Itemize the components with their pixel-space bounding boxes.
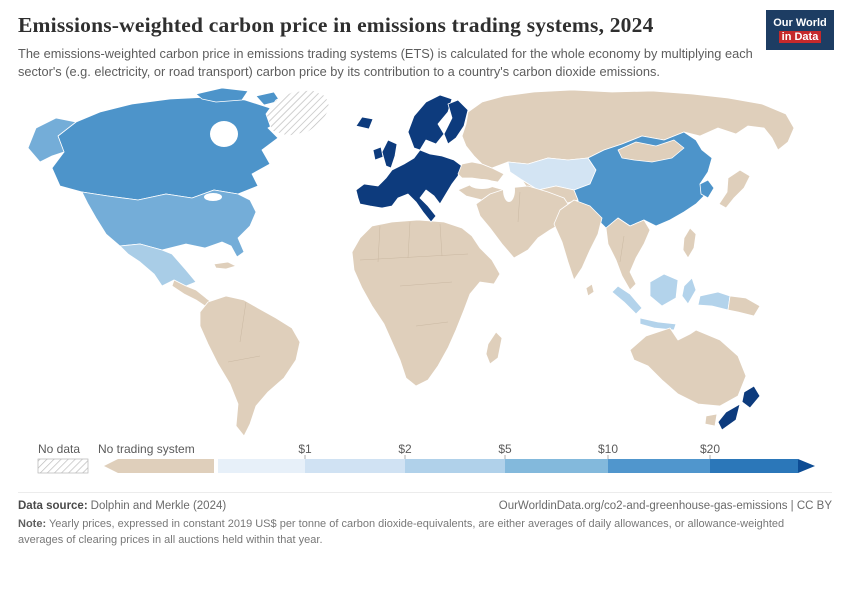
region-scandinavia[interactable] <box>407 94 453 151</box>
owid-logo[interactable]: Our World in Data <box>766 10 834 50</box>
owid-logo-line2: in Data <box>778 30 822 43</box>
country-indonesia-sumatra[interactable] <box>611 285 643 315</box>
legend-bin-10-20[interactable] <box>608 459 710 474</box>
chart-subtitle: The emissions-weighted carbon price in e… <box>18 46 753 80</box>
legend-no-trading-label: No trading system <box>98 442 195 456</box>
legend-bin-2-5[interactable] <box>405 459 505 474</box>
country-new-zealand-south[interactable] <box>717 403 741 431</box>
caspian-sea <box>503 178 515 203</box>
region-tasmania[interactable] <box>704 413 718 427</box>
country-ireland[interactable] <box>372 146 384 161</box>
world-map <box>0 86 850 442</box>
country-iceland[interactable] <box>355 116 374 130</box>
country-australia[interactable] <box>629 327 747 407</box>
chart-footer: Data source: Dolphin and Merkle (2024) Ou… <box>18 492 832 548</box>
country-japan[interactable] <box>718 169 751 209</box>
legend-bin-under-1[interactable] <box>218 459 305 474</box>
map-legend: No data No trading system $1 $2 $5 $10 $… <box>0 442 850 486</box>
data-source: Data source: Dolphin and Merkle (2024) <box>18 500 226 512</box>
data-source-value: Dolphin and Merkle (2024) <box>90 500 227 513</box>
world-map-svg <box>27 87 795 437</box>
great-lakes <box>204 193 222 202</box>
country-greenland[interactable] <box>265 89 331 137</box>
legend-no-data-label: No data <box>38 442 80 456</box>
country-new-zealand-north[interactable] <box>741 385 761 409</box>
data-source-label: Data source: <box>18 500 88 513</box>
legend-no-data-swatch[interactable] <box>37 458 89 474</box>
country-uk[interactable] <box>381 139 398 169</box>
region-europe-eu[interactable] <box>355 149 463 223</box>
region-caribbean[interactable] <box>213 261 237 270</box>
country-mongolia[interactable] <box>617 139 685 163</box>
country-indonesia-west-new-guinea[interactable] <box>697 291 731 311</box>
country-canada[interactable] <box>51 96 283 201</box>
region-eastern-europe[interactable] <box>457 161 505 183</box>
aegean-sea <box>445 202 459 211</box>
country-russia[interactable] <box>461 89 795 169</box>
country-mexico[interactable] <box>119 243 197 287</box>
legend-tick-label-4: $10 <box>598 442 618 456</box>
country-sri-lanka[interactable] <box>585 283 595 297</box>
legend-bin-5-10[interactable] <box>505 459 608 474</box>
legend-tick-label-5: $20 <box>700 442 720 456</box>
legend-tick-label-1: $1 <box>298 442 312 456</box>
inland-seas <box>204 121 515 211</box>
country-india[interactable] <box>553 199 603 281</box>
page-title: Emissions-weighted carbon price in emiss… <box>18 13 654 37</box>
country-usa[interactable] <box>81 189 257 258</box>
chart-note: Note: Yearly prices, expressed in consta… <box>18 517 832 548</box>
owid-url-link[interactable]: OurWorldinData.org/co2-and-greenhouse-ga… <box>498 500 832 513</box>
legend-bin-1-2[interactable] <box>305 459 405 474</box>
hudson-bay <box>210 121 238 148</box>
legend-no-trading-swatch[interactable] <box>104 459 214 474</box>
legend-bin-over-20[interactable] <box>710 459 798 474</box>
country-indonesia-java[interactable] <box>639 317 677 331</box>
country-finland[interactable] <box>443 99 469 145</box>
country-madagascar[interactable] <box>485 331 503 365</box>
legend-svg: No data No trading system $1 $2 $5 $10 $… <box>37 442 815 474</box>
country-indonesia-borneo[interactable] <box>649 273 679 307</box>
country-south-korea[interactable] <box>699 179 715 199</box>
legend-tick-label-3: $5 <box>498 442 512 456</box>
legend-arrow <box>798 459 815 474</box>
country-papua-new-guinea[interactable] <box>727 295 761 317</box>
country-philippines[interactable] <box>682 227 697 259</box>
region-alaska[interactable] <box>27 117 77 163</box>
region-southeast-asia[interactable] <box>605 217 651 291</box>
region-africa[interactable] <box>351 219 501 387</box>
owid-logo-line1: Our World <box>773 17 827 30</box>
country-borders-decoration <box>227 192 625 363</box>
legend-tick-label-2: $2 <box>398 442 412 456</box>
note-label: Note: <box>18 518 47 531</box>
country-indonesia-sulawesi[interactable] <box>681 277 697 305</box>
black-sea <box>469 179 495 190</box>
region-south-america[interactable] <box>199 295 301 437</box>
country-canada-arctic-islands[interactable] <box>195 87 249 103</box>
chart-header: Emissions-weighted carbon price in emiss… <box>0 0 850 81</box>
note-text: Yearly prices, expressed in constant 201… <box>18 518 785 546</box>
